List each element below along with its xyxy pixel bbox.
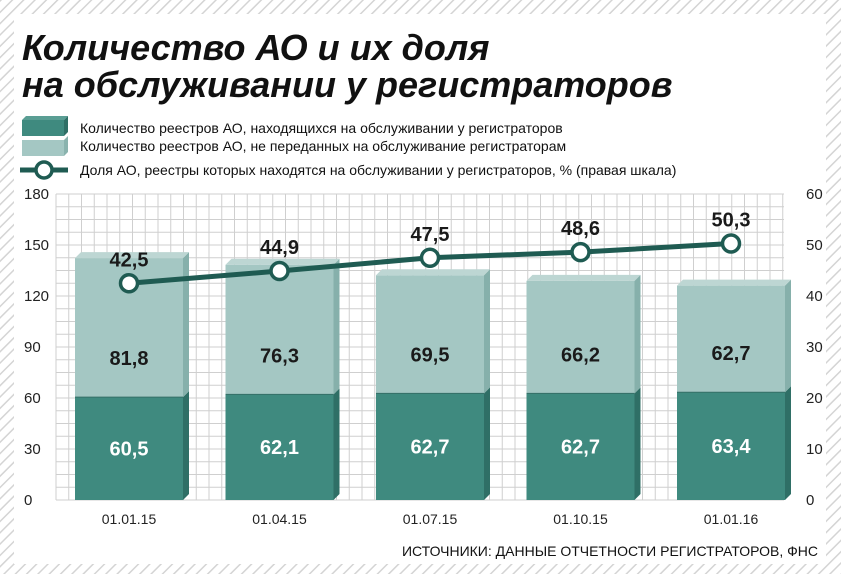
bar-side	[785, 279, 791, 393]
y-axis-right: 0 10 20 30 40 50 60	[806, 186, 823, 509]
bar-side	[183, 391, 189, 500]
bar-side	[484, 269, 490, 394]
x-tick-label: 01.07.15	[403, 511, 458, 527]
bar-side	[484, 387, 490, 500]
bar-segment-served	[225, 394, 334, 500]
y-right-tick-label: 10	[806, 441, 823, 458]
legend-swatch-served-top	[22, 116, 68, 120]
share-point	[118, 273, 140, 294]
bar-side	[634, 387, 641, 500]
share-value-label: 47,5	[411, 224, 450, 246]
legend: Количество реестров АО, находящихся на о…	[20, 116, 676, 180]
y-right-tick-label: 0	[806, 492, 814, 509]
bar-side	[634, 274, 641, 394]
legend-label-not-transferred: Количество реестров АО, не переданных на…	[80, 138, 566, 154]
share-point	[570, 241, 591, 263]
title-line-2: на обслуживании у регистраторов	[22, 64, 673, 105]
bar-value-label-served: 62,7	[561, 437, 600, 459]
y-left-tick-label: 150	[24, 237, 49, 254]
y-left-tick-label: 120	[24, 288, 49, 305]
y-right-tick-label: 40	[806, 288, 823, 305]
legend-marker-share	[34, 160, 54, 180]
bar-segment-served	[75, 397, 183, 500]
bar-value-label-not-transferred: 76,3	[260, 345, 299, 367]
share-value-label: 42,5	[110, 249, 149, 271]
share-value-label: 48,6	[561, 218, 600, 240]
bar-top	[526, 274, 641, 281]
legend-label-served: Количество реестров АО, находящихся на о…	[80, 120, 563, 136]
y-right-tick-label: 20	[806, 390, 823, 407]
bar-segment-served	[677, 392, 785, 500]
legend-item-share: Доля АО, реестры которых находятся на об…	[20, 160, 676, 180]
bar-segment-not-transferred	[677, 285, 785, 393]
x-tick-label: 01.01.16	[704, 511, 759, 527]
title-line-1: Количество АО и их доля	[22, 27, 490, 68]
bar-side	[785, 386, 791, 500]
bar-side	[183, 252, 189, 398]
bar-top	[75, 252, 189, 259]
bar-top	[376, 269, 490, 276]
bar-value-label-served: 62,7	[411, 437, 450, 459]
legend-item-served: Количество реестров АО, находящихся на о…	[22, 116, 563, 136]
bar-value-label-not-transferred: 69,5	[411, 344, 450, 366]
bar-segment-not-transferred	[376, 275, 484, 394]
legend-swatch-served-side	[64, 116, 68, 136]
x-tick-label: 01.10.15	[553, 511, 608, 527]
share-point	[419, 247, 441, 268]
y-right-tick-label: 60	[806, 186, 823, 203]
y-left-tick-label: 60	[24, 390, 41, 407]
bar-side	[333, 388, 340, 500]
bar-value-label-served: 63,4	[712, 436, 752, 458]
line-series: 42,5 44,9 47,5 48,6 50,3	[110, 209, 751, 294]
bar-side	[333, 258, 340, 395]
share-value-label: 50,3	[712, 209, 751, 231]
legend-item-not-transferred: Количество реестров АО, не переданных на…	[22, 136, 566, 156]
bar-segment-not-transferred	[526, 280, 635, 394]
x-tick-label: 01.01.15	[102, 511, 157, 527]
chart-title: Количество АО и их доля на обслуживании …	[22, 27, 673, 105]
bar-value-label-not-transferred: 81,8	[110, 348, 149, 370]
share-point	[720, 233, 742, 254]
legend-swatch-served	[22, 120, 64, 136]
bar-value-label-not-transferred: 66,2	[561, 344, 600, 366]
bar-value-label-served: 62,1	[260, 437, 299, 459]
share-point	[269, 260, 290, 282]
share-value-label: 44,9	[260, 237, 299, 259]
legend-swatch-not-transferred-side	[64, 136, 68, 156]
bar-top	[677, 279, 791, 286]
x-tick-label: 01.04.15	[252, 511, 307, 527]
bar-segment-not-transferred	[225, 264, 334, 395]
y-axis-left: 0 30 60 90 120 150 180	[24, 186, 49, 509]
y-right-tick-label: 30	[806, 339, 823, 356]
bar-value-label-served: 60,5	[110, 439, 149, 461]
y-right-tick-label: 50	[806, 237, 823, 254]
x-axis: 01.01.15 01.04.15 01.07.15 01.10.15 01.01.16	[102, 511, 759, 527]
bars: 60,5 81,8 62,1 76,3 62,7 69,5 62,7 66,2 63,4 62,7	[75, 252, 791, 500]
legend-swatch-not-transferred	[22, 140, 64, 156]
bar-value-label-not-transferred: 62,7	[712, 343, 751, 365]
bar-segment-served	[376, 393, 484, 500]
y-left-tick-label: 0	[24, 492, 32, 509]
source-note: ИСТОЧНИКИ: ДАННЫЕ ОТЧЕТНОСТИ РЕГИСТРАТОР…	[402, 543, 818, 559]
y-left-tick-label: 90	[24, 339, 41, 356]
legend-label-share: Доля АО, реестры которых находятся на об…	[80, 162, 676, 178]
y-left-tick-label: 180	[24, 186, 49, 203]
y-left-tick-label: 30	[24, 441, 41, 458]
bar-segment-served	[526, 393, 635, 500]
